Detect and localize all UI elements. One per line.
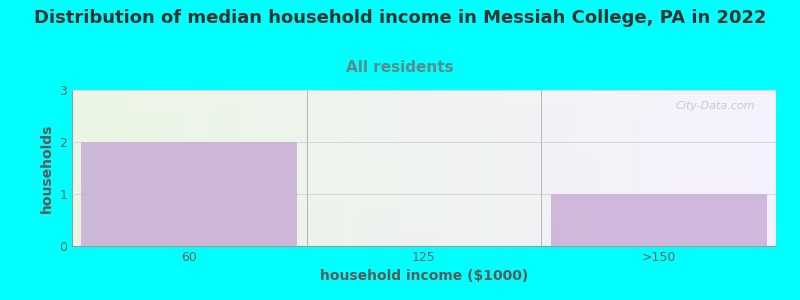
Bar: [550, 194, 766, 246]
Bar: [82, 142, 298, 246]
X-axis label: household income ($1000): household income ($1000): [320, 269, 528, 284]
Text: City-Data.com: City-Data.com: [675, 101, 755, 111]
Text: Distribution of median household income in Messiah College, PA in 2022: Distribution of median household income …: [34, 9, 766, 27]
Y-axis label: households: households: [39, 123, 54, 213]
Text: All residents: All residents: [346, 60, 454, 75]
